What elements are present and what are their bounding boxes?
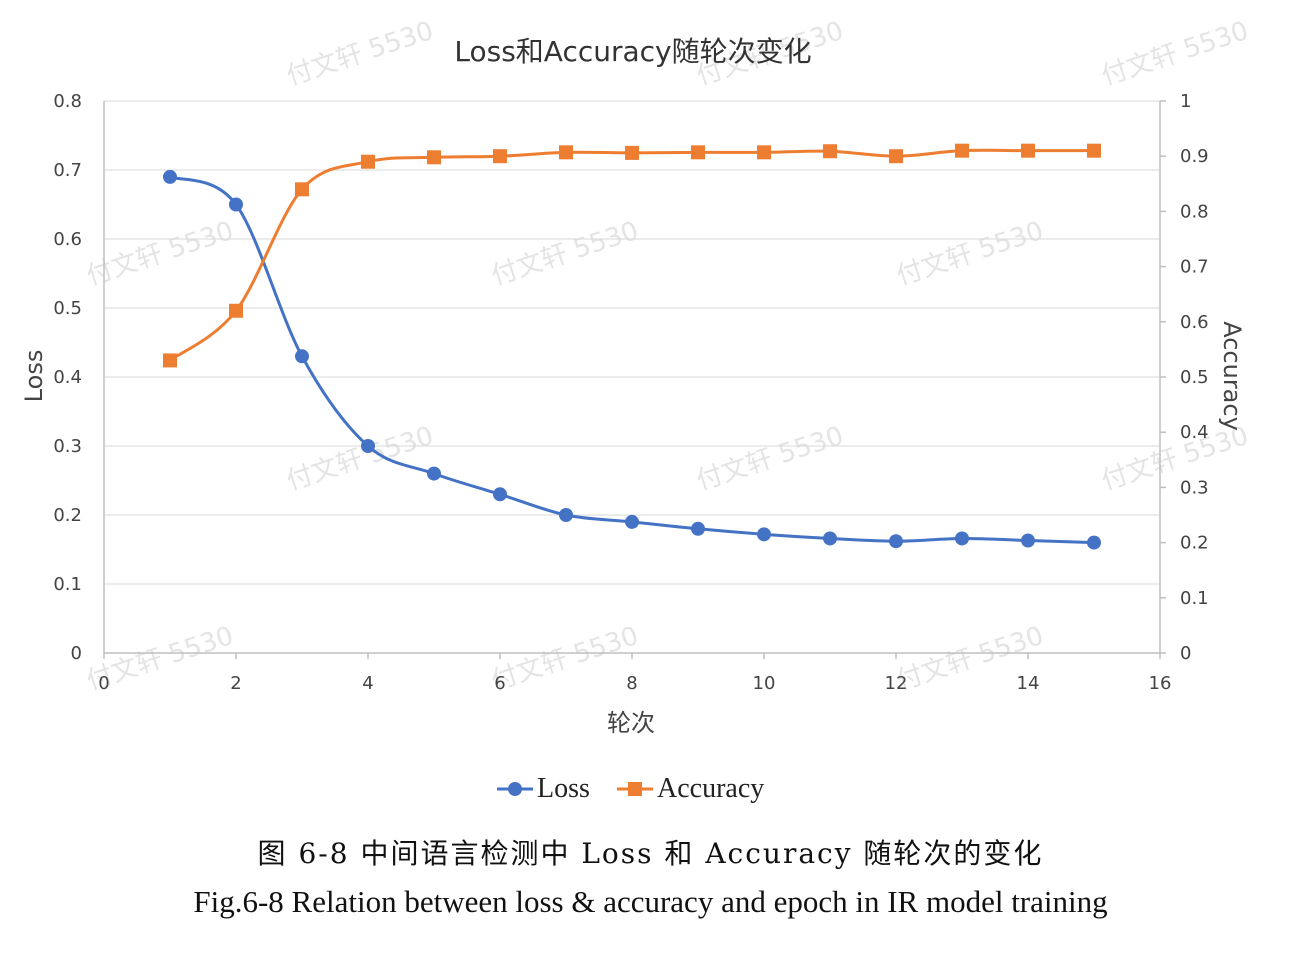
y2-tick-label: 0.9 [1180,146,1209,167]
y-tick-label: 0.2 [53,505,82,526]
y2-tick-label: 1 [1180,91,1191,112]
accuracy-point [559,145,573,160]
x-tick-label: 14 [1017,673,1040,694]
loss-point [559,508,573,522]
loss-point [1087,535,1101,550]
accuracy-point [427,150,441,165]
figure-caption-english: Fig.6-8 Relation between loss & accuracy… [193,884,1108,919]
chart-title: Loss和Accuracy随轮次变化 [454,35,811,68]
y-tick-label: 0.8 [53,91,82,112]
watermark-text: 付文轩 5530 [83,216,237,292]
loss-point [361,439,375,453]
y2-tick-label: 0.4 [1180,422,1209,443]
accuracy-point [1087,143,1101,158]
accuracy-point [823,144,837,159]
watermark-text: 付文轩 5530 [488,216,642,292]
accuracy-point [361,154,375,169]
accuracy-point [757,145,771,160]
chart: 付文轩 5530 付文轩 5530 付文轩 5530 付文轩 5530 付文轩 5530… [20,16,1252,804]
loss-point [955,531,969,546]
accuracy-point [625,145,639,160]
loss-point [493,487,507,502]
x-tick-label: 6 [494,673,505,694]
loss-point [757,527,771,542]
accuracy-point [163,353,177,368]
legend: Loss Accuracy [497,773,764,804]
loss-point [1021,533,1035,548]
x-tick-label: 16 [1149,673,1172,694]
y-tick-label: 0.6 [53,229,82,250]
loss-point [229,197,243,212]
watermarks: 付文轩 5530 付文轩 5530 付文轩 5530 付文轩 5530 付文轩 5530… [83,16,1252,697]
accuracy-point [229,303,243,318]
legend-loss-label: Loss [537,773,590,804]
y2-tick-label: 0.1 [1180,588,1209,609]
x-tick-label: 4 [362,673,373,694]
loss-point [427,466,441,481]
loss-point [823,531,837,546]
y-tick-label: 0.3 [53,436,82,457]
legend-loss-marker [508,782,522,796]
accuracy-point [1021,143,1035,158]
loss-point [163,169,177,184]
accuracy-point [493,149,507,164]
x-axis-label: 轮次 [607,709,655,737]
watermark-text: 付文轩 5530 [1098,421,1252,497]
loss-point [691,521,705,536]
y2-tick-label: 0.6 [1180,312,1209,333]
accuracy-point [955,143,969,158]
y2-axis-label: Accuracy [1218,321,1246,431]
accuracy-point [889,149,903,164]
y2-tick-label: 0.7 [1180,257,1209,278]
loss-point [889,534,903,549]
figure-caption-chinese: 图 6-8 中间语言检测中 Loss 和 Accuracy 随轮次的变化 [257,837,1044,870]
y2-tick-label: 0.8 [1180,201,1209,222]
x-tick-labels: 0 2 4 6 8 10 12 14 16 [98,673,1171,694]
accuracy-point [295,182,309,197]
y-tick-labels: 0 0.1 0.2 0.3 0.4 0.5 0.6 0.7 0.8 [53,91,82,664]
gridlines [104,100,1160,585]
x-tick-label: 0 [98,673,109,694]
loss-point [295,349,309,364]
watermark-text: 付文轩 5530 [893,216,1047,292]
watermark-text: 付文轩 5530 [283,16,437,92]
y2-tick-label: 0 [1180,643,1191,664]
y-tick-label: 0.4 [53,367,82,388]
watermark-text: 付文轩 5530 [488,621,642,697]
y-axis-label: Loss [20,350,48,403]
y-tick-label: 0.7 [53,160,82,181]
x-tick-label: 2 [230,673,241,694]
x-tick-label: 10 [753,673,776,694]
y2-tick-labels: 0 0.1 0.2 0.3 0.4 0.5 0.6 0.7 0.8 0.9 1 [1180,91,1209,664]
y2-tick-label: 0.5 [1180,367,1209,388]
legend-accuracy-label: Accuracy [657,773,764,804]
y-tick-label: 0.5 [53,298,82,319]
loss-point [625,514,639,529]
y-tick-label: 0 [71,643,82,664]
y2-tick-label: 0.2 [1180,533,1209,554]
x-tick-label: 8 [626,673,637,694]
watermark-text: 付文轩 5530 [693,421,847,497]
axes [103,100,1166,659]
legend-accuracy-marker [628,782,642,796]
y-tick-label: 0.1 [53,574,82,595]
y2-tick-label: 0.3 [1180,477,1209,498]
watermark-text: 付文轩 5530 [283,421,437,497]
x-tick-label: 12 [885,673,908,694]
watermark-text: 付文轩 5530 [1098,16,1252,92]
series-markers [163,143,1101,550]
accuracy-point [691,145,705,160]
